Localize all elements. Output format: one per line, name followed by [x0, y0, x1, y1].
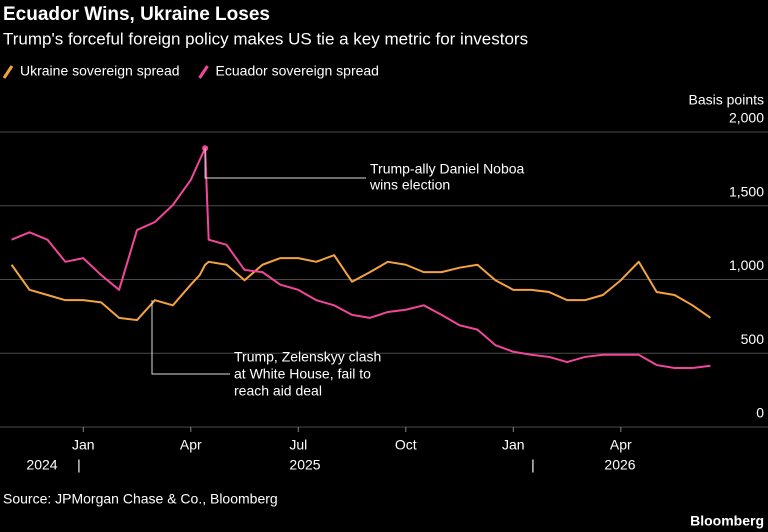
x-tick-label: Oct	[395, 437, 417, 453]
x-tick-label: Jan	[72, 437, 95, 453]
y-tick-label: 1,000	[729, 257, 764, 273]
y-tick-label: 2,000	[729, 110, 764, 126]
year-label: 2026	[604, 457, 635, 473]
y-tick-label: 0	[756, 405, 764, 421]
brand: Bloomberg	[690, 513, 764, 529]
y-tick-label: 1,500	[729, 183, 764, 199]
legend-swatch	[198, 65, 209, 79]
year-label: 2025	[289, 457, 320, 473]
series-line	[10, 254, 711, 322]
year-separator: |	[531, 457, 535, 473]
annotation-leader	[204, 148, 366, 179]
x-tick-label: Apr	[180, 437, 202, 453]
annotation-text: Trump-ally Daniel Noboa	[370, 161, 525, 177]
series-line	[11, 147, 711, 369]
chart-title: Ecuador Wins, Ukraine Loses	[3, 4, 270, 25]
annotation-text: at White House, fail to	[234, 366, 371, 382]
year-label: 2024	[26, 457, 57, 473]
y-tick-label: 500	[741, 331, 765, 347]
annotation-leader	[151, 300, 230, 375]
legend-label: Ukraine sovereign spread	[20, 63, 180, 79]
legend-swatch	[2, 65, 14, 79]
year-separator: |	[77, 457, 81, 473]
x-tick-label: Jan	[502, 437, 525, 453]
legend-label: Ecuador sovereign spread	[216, 63, 379, 79]
source: Source: JPMorgan Chase & Co., Bloomberg	[3, 491, 278, 507]
annotation-text: reach aid deal	[234, 383, 322, 399]
x-tick-label: Jul	[289, 437, 307, 453]
y-axis-label: Basis points	[689, 92, 764, 108]
x-tick-label: Apr	[610, 437, 632, 453]
annotation-text: wins election	[369, 177, 450, 193]
chart-subtitle: Trump's forceful foreign policy makes US…	[3, 29, 528, 48]
annotation-text: Trump, Zelenskyy clash	[234, 349, 381, 365]
